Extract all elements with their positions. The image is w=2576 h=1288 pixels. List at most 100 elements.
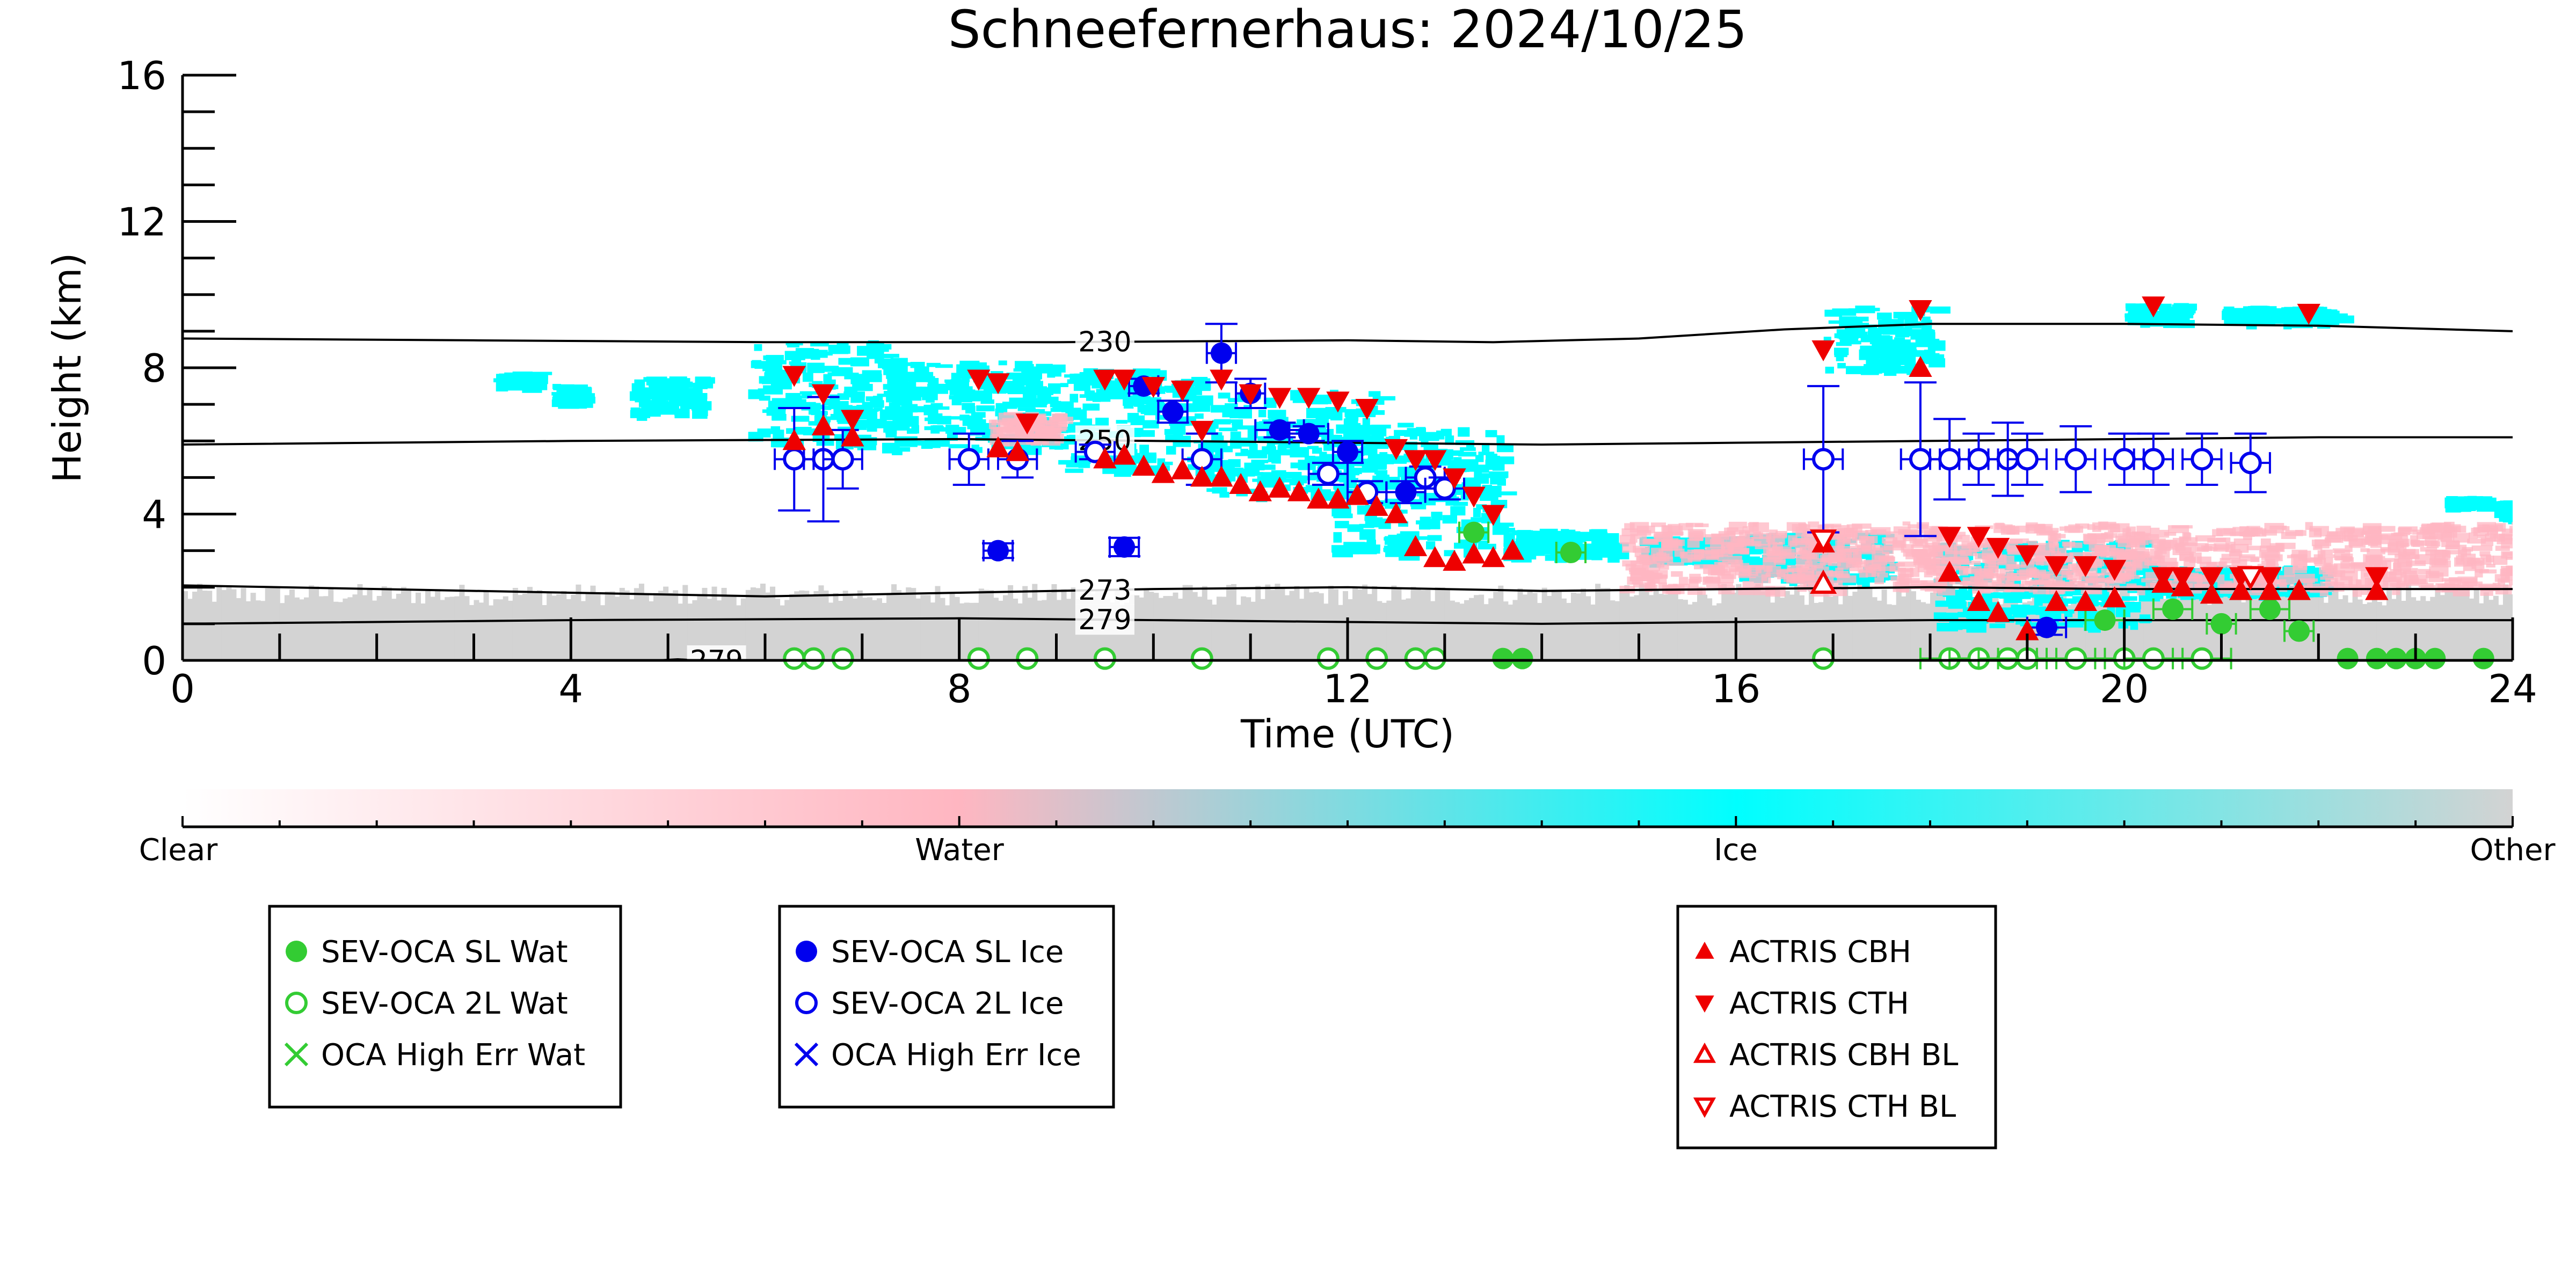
ice-cloud-pixel [579, 393, 595, 399]
ground-clutter [1464, 600, 1470, 660]
ice-cloud-pixel [1082, 403, 1100, 411]
data-point [1093, 369, 1117, 391]
water-cloud-pixel [1917, 554, 1932, 561]
legend-marker [795, 992, 818, 1014]
ice-cloud-pixel [1473, 508, 1481, 518]
ground-clutter [2430, 596, 2436, 660]
water-cloud-pixel [2221, 554, 2231, 561]
contour-273 [183, 584, 2513, 598]
legend-marker [1695, 941, 1714, 959]
ice-cloud-pixel [1924, 350, 1935, 355]
water-cloud-pixel [1730, 543, 1743, 550]
ground-clutter [1745, 590, 1751, 660]
x-tick-label: 8 [947, 666, 972, 711]
water-cloud-pixel [2445, 544, 2467, 550]
data-point [1403, 535, 1428, 556]
ice-cloud-pixel [1409, 432, 1418, 440]
water-cloud-pixel [2363, 536, 2376, 543]
ice-cloud-pixel [1160, 461, 1173, 465]
water-cloud-pixel [1949, 581, 1968, 585]
ground-clutter [1570, 592, 1576, 660]
ground-clutter [2391, 599, 2397, 660]
ice-cloud-pixel [974, 447, 983, 453]
ground-clutter [911, 588, 916, 660]
ground-clutter [1051, 584, 1057, 660]
ice-cloud-pixel [1235, 425, 1256, 430]
water-cloud-pixel [2216, 528, 2236, 536]
contour-230 [183, 323, 2513, 344]
ground-clutter [1197, 596, 1203, 660]
water-cloud-pixel [2010, 577, 2027, 580]
ice-cloud-pixel [1047, 383, 1061, 394]
water-cloud-pixel [2079, 574, 2098, 580]
ice-cloud-pixel [1240, 448, 1248, 455]
ice-cloud-pixel [1373, 436, 1384, 447]
ground-clutter [687, 603, 693, 660]
ice-cloud-pixel [1741, 556, 1760, 561]
ice-cloud-pixel [1526, 530, 1544, 536]
ice-cloud-pixel [2226, 314, 2238, 318]
ice-cloud-pixel [1478, 452, 1495, 455]
ice-cloud-pixel [1206, 460, 1222, 467]
water-cloud-pixel [1855, 544, 1876, 555]
ground-clutter [512, 587, 518, 660]
ground-clutter [1177, 599, 1183, 660]
water-cloud-pixel [2182, 572, 2199, 578]
ground-clutter [1211, 605, 1217, 660]
water-cloud-pixel [2455, 571, 2465, 574]
ground-clutter [352, 594, 358, 660]
ground-clutter [663, 586, 669, 660]
water-cloud-pixel [1882, 537, 1898, 544]
ground-clutter [474, 600, 479, 660]
ice-cloud-pixel [1380, 479, 1391, 485]
ice-cloud-pixel [874, 407, 883, 411]
water-cloud-pixel [2411, 539, 2420, 547]
ground-clutter [2182, 594, 2188, 660]
water-cloud-pixel [2390, 569, 2402, 576]
data-point [1812, 647, 1835, 670]
water-cloud-pixel [998, 421, 1010, 429]
ground-clutter [876, 598, 882, 660]
ground-clutter [736, 605, 741, 660]
data-point [1365, 647, 1388, 670]
water-cloud-pixel [2333, 563, 2355, 573]
ice-cloud-pixel [1275, 478, 1295, 483]
water-cloud-pixel [1656, 562, 1665, 568]
water-cloud-pixel [1732, 536, 1754, 542]
ground-clutter [2488, 600, 2494, 660]
water-cloud-pixel [2150, 548, 2167, 554]
water-cloud-pixel [1764, 565, 1773, 572]
ice-cloud-pixel [2318, 307, 2327, 316]
ground-clutter [1479, 594, 1485, 660]
ice-cloud-pixel [556, 395, 566, 405]
data-point [1269, 419, 1291, 441]
ice-cloud-pixel [1597, 541, 1610, 548]
ice-cloud-pixel [2130, 621, 2138, 630]
ice-cloud-pixel [1493, 522, 1514, 527]
water-cloud-pixel [1952, 532, 1966, 536]
ground-clutter [692, 600, 698, 660]
water-cloud-pixel [2036, 570, 2047, 576]
ground-clutter [2367, 602, 2373, 660]
ground-clutter [459, 585, 465, 660]
water-cloud-pixel [2007, 525, 2015, 535]
water-cloud-pixel [2319, 586, 2328, 597]
ice-cloud-pixel [1307, 446, 1319, 449]
ground-clutter [1833, 595, 1839, 660]
ice-cloud-pixel [2223, 306, 2235, 312]
legend-label: ACTRIS CBH BL [1729, 1038, 1958, 1073]
ice-cloud-pixel [1036, 363, 1053, 370]
ice-cloud-pixel [786, 428, 805, 434]
ground-clutter [1493, 592, 1499, 660]
ground-clutter [2168, 603, 2174, 660]
ice-cloud-pixel [1344, 435, 1364, 441]
ground-clutter [2425, 601, 2431, 660]
water-cloud-pixel [2140, 534, 2159, 540]
ice-cloud-pixel [2054, 622, 2070, 626]
ice-cloud-pixel [973, 391, 992, 397]
series-8 [1809, 569, 1837, 594]
water-cloud-pixel [1808, 521, 1820, 528]
ground-clutter [1561, 598, 1567, 660]
ground-clutter [435, 590, 441, 660]
water-cloud-pixel [1831, 525, 1850, 531]
